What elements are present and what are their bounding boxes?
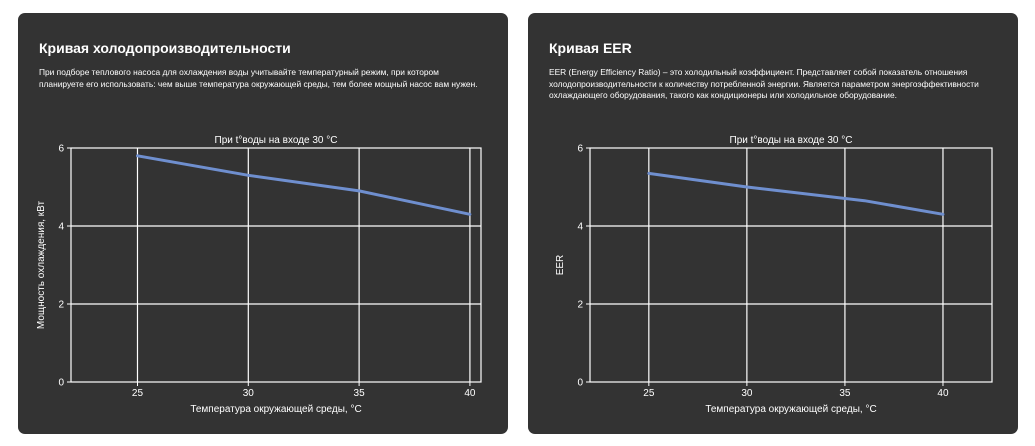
plot-frame	[589, 147, 993, 383]
x-tick-label: 40	[464, 388, 476, 399]
y-tick-label: 2	[58, 300, 64, 311]
eer-chart: 0 2 4 6 25 30 35 40 При t°воды на входе 30 °С Тем…	[555, 135, 993, 415]
x-tick-label: 40	[937, 388, 949, 399]
x-tick-label: 30	[243, 388, 255, 399]
y-axis-label: Мощность охлаждения, кВт	[36, 200, 47, 329]
plot-frame	[70, 147, 482, 383]
series-line	[136, 154, 472, 216]
y-tick-label: 2	[577, 300, 583, 311]
y-tick-label: 6	[577, 144, 583, 155]
y-tick-label: 0	[577, 378, 583, 389]
x-axis-label: Температура окружающей среды, °С	[190, 404, 361, 415]
y-tick-label: 4	[577, 222, 583, 233]
y-axis-label: EER	[555, 255, 566, 276]
chart-title: При t°воды на входе 30 °С	[730, 135, 853, 146]
x-tick-label: 25	[643, 388, 655, 399]
x-axis-label: Температура окружающей среды, °С	[705, 404, 876, 415]
x-tick-label: 30	[741, 388, 753, 399]
series-line	[647, 171, 945, 216]
x-tick-label: 35	[354, 388, 366, 399]
eer-card: Кривая EER EER (Energy Efficiency Ratio)…	[528, 13, 1018, 434]
x-tick-label: 25	[132, 388, 144, 399]
cooling-capacity-chart: 0 2 4 6 25 30 35 40 При t°воды на входе 30 °С Тем…	[36, 135, 482, 415]
card-title: Кривая EER	[549, 40, 632, 56]
card-title: Кривая холодопроизводительности	[39, 40, 291, 56]
y-tick-label: 0	[58, 378, 64, 389]
cooling-capacity-card: Кривая холодопроизводительности При подб…	[18, 13, 508, 434]
y-tick-label: 6	[58, 144, 64, 155]
y-tick-label: 4	[58, 222, 64, 233]
x-tick-label: 35	[839, 388, 851, 399]
card-description: При подборе теплового насоса для охлажде…	[39, 67, 478, 89]
card-description: EER (Energy Efficiency Ratio) – это холо…	[549, 67, 979, 101]
chart-title: При t°воды на входе 30 °С	[215, 135, 338, 146]
